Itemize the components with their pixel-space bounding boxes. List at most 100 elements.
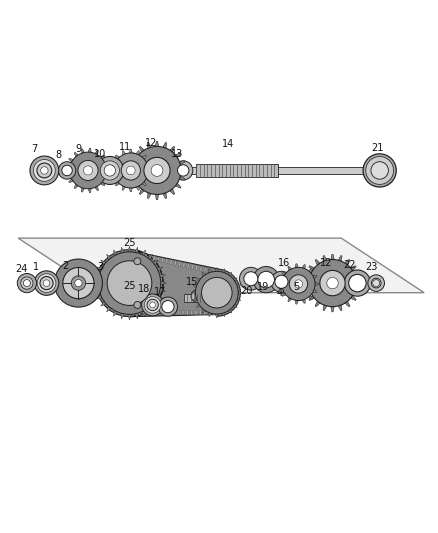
- Polygon shape: [338, 255, 342, 261]
- Circle shape: [33, 159, 55, 181]
- Polygon shape: [81, 149, 85, 154]
- Polygon shape: [93, 281, 98, 285]
- Polygon shape: [233, 278, 237, 281]
- Polygon shape: [282, 293, 286, 296]
- Polygon shape: [196, 278, 201, 281]
- Circle shape: [244, 272, 258, 286]
- Polygon shape: [345, 301, 350, 306]
- Polygon shape: [133, 183, 138, 188]
- Circle shape: [309, 260, 356, 306]
- Text: 15: 15: [186, 277, 198, 287]
- Polygon shape: [181, 169, 186, 172]
- Polygon shape: [139, 147, 144, 152]
- Polygon shape: [215, 268, 219, 271]
- Polygon shape: [173, 310, 175, 315]
- Polygon shape: [165, 310, 166, 315]
- Polygon shape: [142, 182, 146, 186]
- Circle shape: [134, 258, 141, 265]
- Text: 10: 10: [94, 149, 106, 159]
- Polygon shape: [193, 285, 197, 288]
- Polygon shape: [208, 269, 211, 273]
- Polygon shape: [222, 312, 225, 317]
- Polygon shape: [136, 150, 139, 155]
- Circle shape: [84, 166, 92, 175]
- Polygon shape: [152, 256, 155, 261]
- Polygon shape: [142, 155, 146, 159]
- Polygon shape: [199, 266, 202, 271]
- Text: 20: 20: [240, 286, 252, 295]
- Polygon shape: [96, 249, 240, 317]
- Polygon shape: [81, 188, 85, 192]
- Polygon shape: [138, 311, 140, 315]
- Polygon shape: [128, 246, 131, 252]
- Circle shape: [100, 161, 120, 180]
- Polygon shape: [88, 148, 91, 152]
- Polygon shape: [315, 301, 320, 306]
- Polygon shape: [354, 273, 360, 277]
- Circle shape: [142, 294, 163, 316]
- Polygon shape: [356, 281, 361, 285]
- Polygon shape: [313, 275, 317, 279]
- Polygon shape: [191, 310, 193, 314]
- Circle shape: [282, 268, 315, 301]
- Polygon shape: [148, 254, 152, 260]
- Polygon shape: [182, 310, 184, 314]
- Polygon shape: [208, 312, 212, 317]
- Circle shape: [258, 271, 275, 288]
- Polygon shape: [166, 259, 168, 263]
- Polygon shape: [115, 182, 120, 186]
- Polygon shape: [169, 310, 171, 315]
- Polygon shape: [288, 266, 292, 270]
- Polygon shape: [143, 311, 145, 315]
- Circle shape: [17, 273, 36, 293]
- Polygon shape: [105, 162, 109, 165]
- Polygon shape: [101, 260, 106, 265]
- Circle shape: [127, 166, 135, 175]
- Polygon shape: [282, 272, 286, 276]
- Polygon shape: [136, 186, 139, 190]
- Polygon shape: [128, 314, 131, 320]
- Polygon shape: [105, 176, 109, 179]
- Text: 2: 2: [62, 261, 68, 271]
- Circle shape: [144, 157, 170, 183]
- Polygon shape: [128, 169, 133, 172]
- Polygon shape: [170, 147, 175, 152]
- Circle shape: [63, 268, 94, 298]
- Polygon shape: [237, 285, 241, 288]
- Polygon shape: [178, 262, 181, 266]
- Circle shape: [78, 160, 98, 181]
- Polygon shape: [295, 264, 298, 268]
- Polygon shape: [69, 179, 73, 183]
- Polygon shape: [179, 161, 185, 165]
- Polygon shape: [135, 247, 138, 253]
- Polygon shape: [212, 310, 215, 314]
- Polygon shape: [309, 296, 314, 301]
- Circle shape: [113, 153, 148, 188]
- Polygon shape: [111, 162, 115, 165]
- Polygon shape: [74, 184, 78, 189]
- Polygon shape: [147, 311, 149, 315]
- Polygon shape: [146, 162, 151, 165]
- Circle shape: [37, 163, 52, 178]
- Polygon shape: [202, 272, 205, 277]
- Polygon shape: [106, 254, 111, 260]
- Circle shape: [371, 161, 389, 179]
- Circle shape: [162, 301, 174, 313]
- Polygon shape: [69, 158, 73, 162]
- Polygon shape: [170, 260, 173, 264]
- Text: 1: 1: [33, 262, 39, 272]
- Polygon shape: [101, 301, 106, 306]
- Polygon shape: [305, 289, 311, 293]
- Circle shape: [327, 277, 338, 289]
- Polygon shape: [153, 301, 158, 306]
- Text: 18: 18: [138, 284, 150, 294]
- Polygon shape: [141, 310, 145, 316]
- Polygon shape: [110, 169, 113, 172]
- Circle shape: [34, 271, 59, 295]
- Polygon shape: [204, 310, 206, 314]
- Polygon shape: [148, 306, 152, 312]
- Circle shape: [37, 274, 56, 293]
- Circle shape: [71, 276, 85, 290]
- Polygon shape: [113, 310, 117, 316]
- Polygon shape: [129, 161, 135, 165]
